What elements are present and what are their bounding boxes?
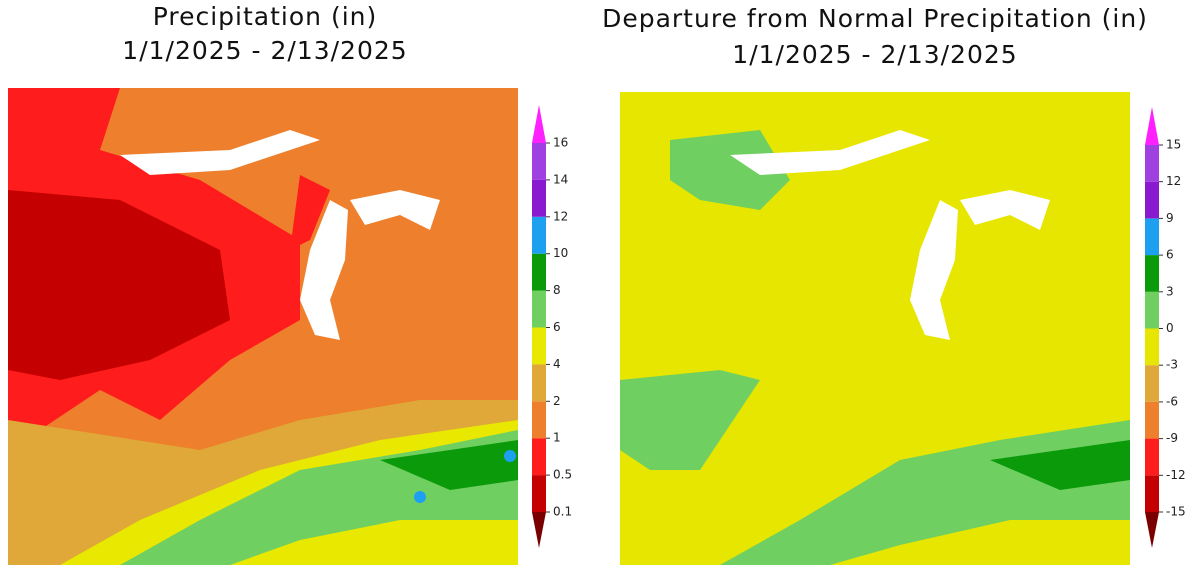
- legend-color: [532, 475, 546, 512]
- legend-label: 15: [1166, 138, 1181, 152]
- legend-label: -9: [1166, 431, 1178, 445]
- legend-color: [1145, 475, 1159, 512]
- legend-label: 9: [1166, 211, 1174, 225]
- legend-color: [1145, 512, 1159, 548]
- legend-label: 4: [553, 357, 561, 371]
- legend-color: [1145, 255, 1159, 292]
- map-subtitle: 1/1/2025 - 2/13/2025: [122, 36, 407, 65]
- legend-label: -6: [1166, 394, 1178, 408]
- legend-color: [532, 143, 546, 180]
- legend-color: [532, 105, 546, 143]
- legend-color: [532, 438, 546, 476]
- legend-color: [532, 327, 546, 365]
- legend-label: -12: [1166, 468, 1186, 482]
- departure-map: [620, 92, 1130, 565]
- legend-label: 0.1: [553, 505, 572, 519]
- legend-label: 10: [553, 246, 568, 260]
- legend-label: 6: [1166, 248, 1174, 262]
- map-subtitle: 1/1/2025 - 2/13/2025: [732, 40, 1017, 69]
- legend-color: [1145, 365, 1159, 402]
- legend-color: [532, 253, 546, 291]
- legend-color: [1145, 181, 1159, 219]
- legend-label: 3: [1166, 284, 1174, 298]
- legend-label: 6: [553, 320, 561, 334]
- legend-label: 12: [553, 209, 568, 223]
- legend-label: 14: [553, 172, 568, 186]
- legend-label: -3: [1166, 358, 1178, 372]
- legend-color: [1145, 328, 1159, 366]
- legend-color: [532, 179, 546, 217]
- legend-label: 0.5: [553, 468, 572, 482]
- legend-label: -15: [1166, 505, 1186, 519]
- legend-color: [532, 512, 546, 548]
- legend-color: [532, 364, 546, 402]
- legend-color: [1145, 107, 1159, 145]
- legend-color: [1145, 438, 1159, 476]
- legend-color: [532, 216, 546, 254]
- legend-label: 1: [553, 431, 561, 445]
- legend-label: 16: [553, 136, 568, 150]
- legend-label: 2: [553, 394, 561, 408]
- legend-color: [1145, 218, 1159, 256]
- legend-color: [532, 290, 546, 328]
- legend-label: 0: [1166, 321, 1174, 335]
- legend-label: 8: [553, 283, 561, 297]
- precip-map: [8, 88, 518, 565]
- legend-color: [1145, 401, 1159, 439]
- legend-color: [1145, 145, 1159, 182]
- map-title: Precipitation (in): [153, 2, 378, 31]
- legend-color: [532, 401, 546, 439]
- map-title: Departure from Normal Precipitation (in): [602, 4, 1148, 33]
- legend-label: 12: [1166, 174, 1181, 188]
- legend-color: [1145, 291, 1159, 329]
